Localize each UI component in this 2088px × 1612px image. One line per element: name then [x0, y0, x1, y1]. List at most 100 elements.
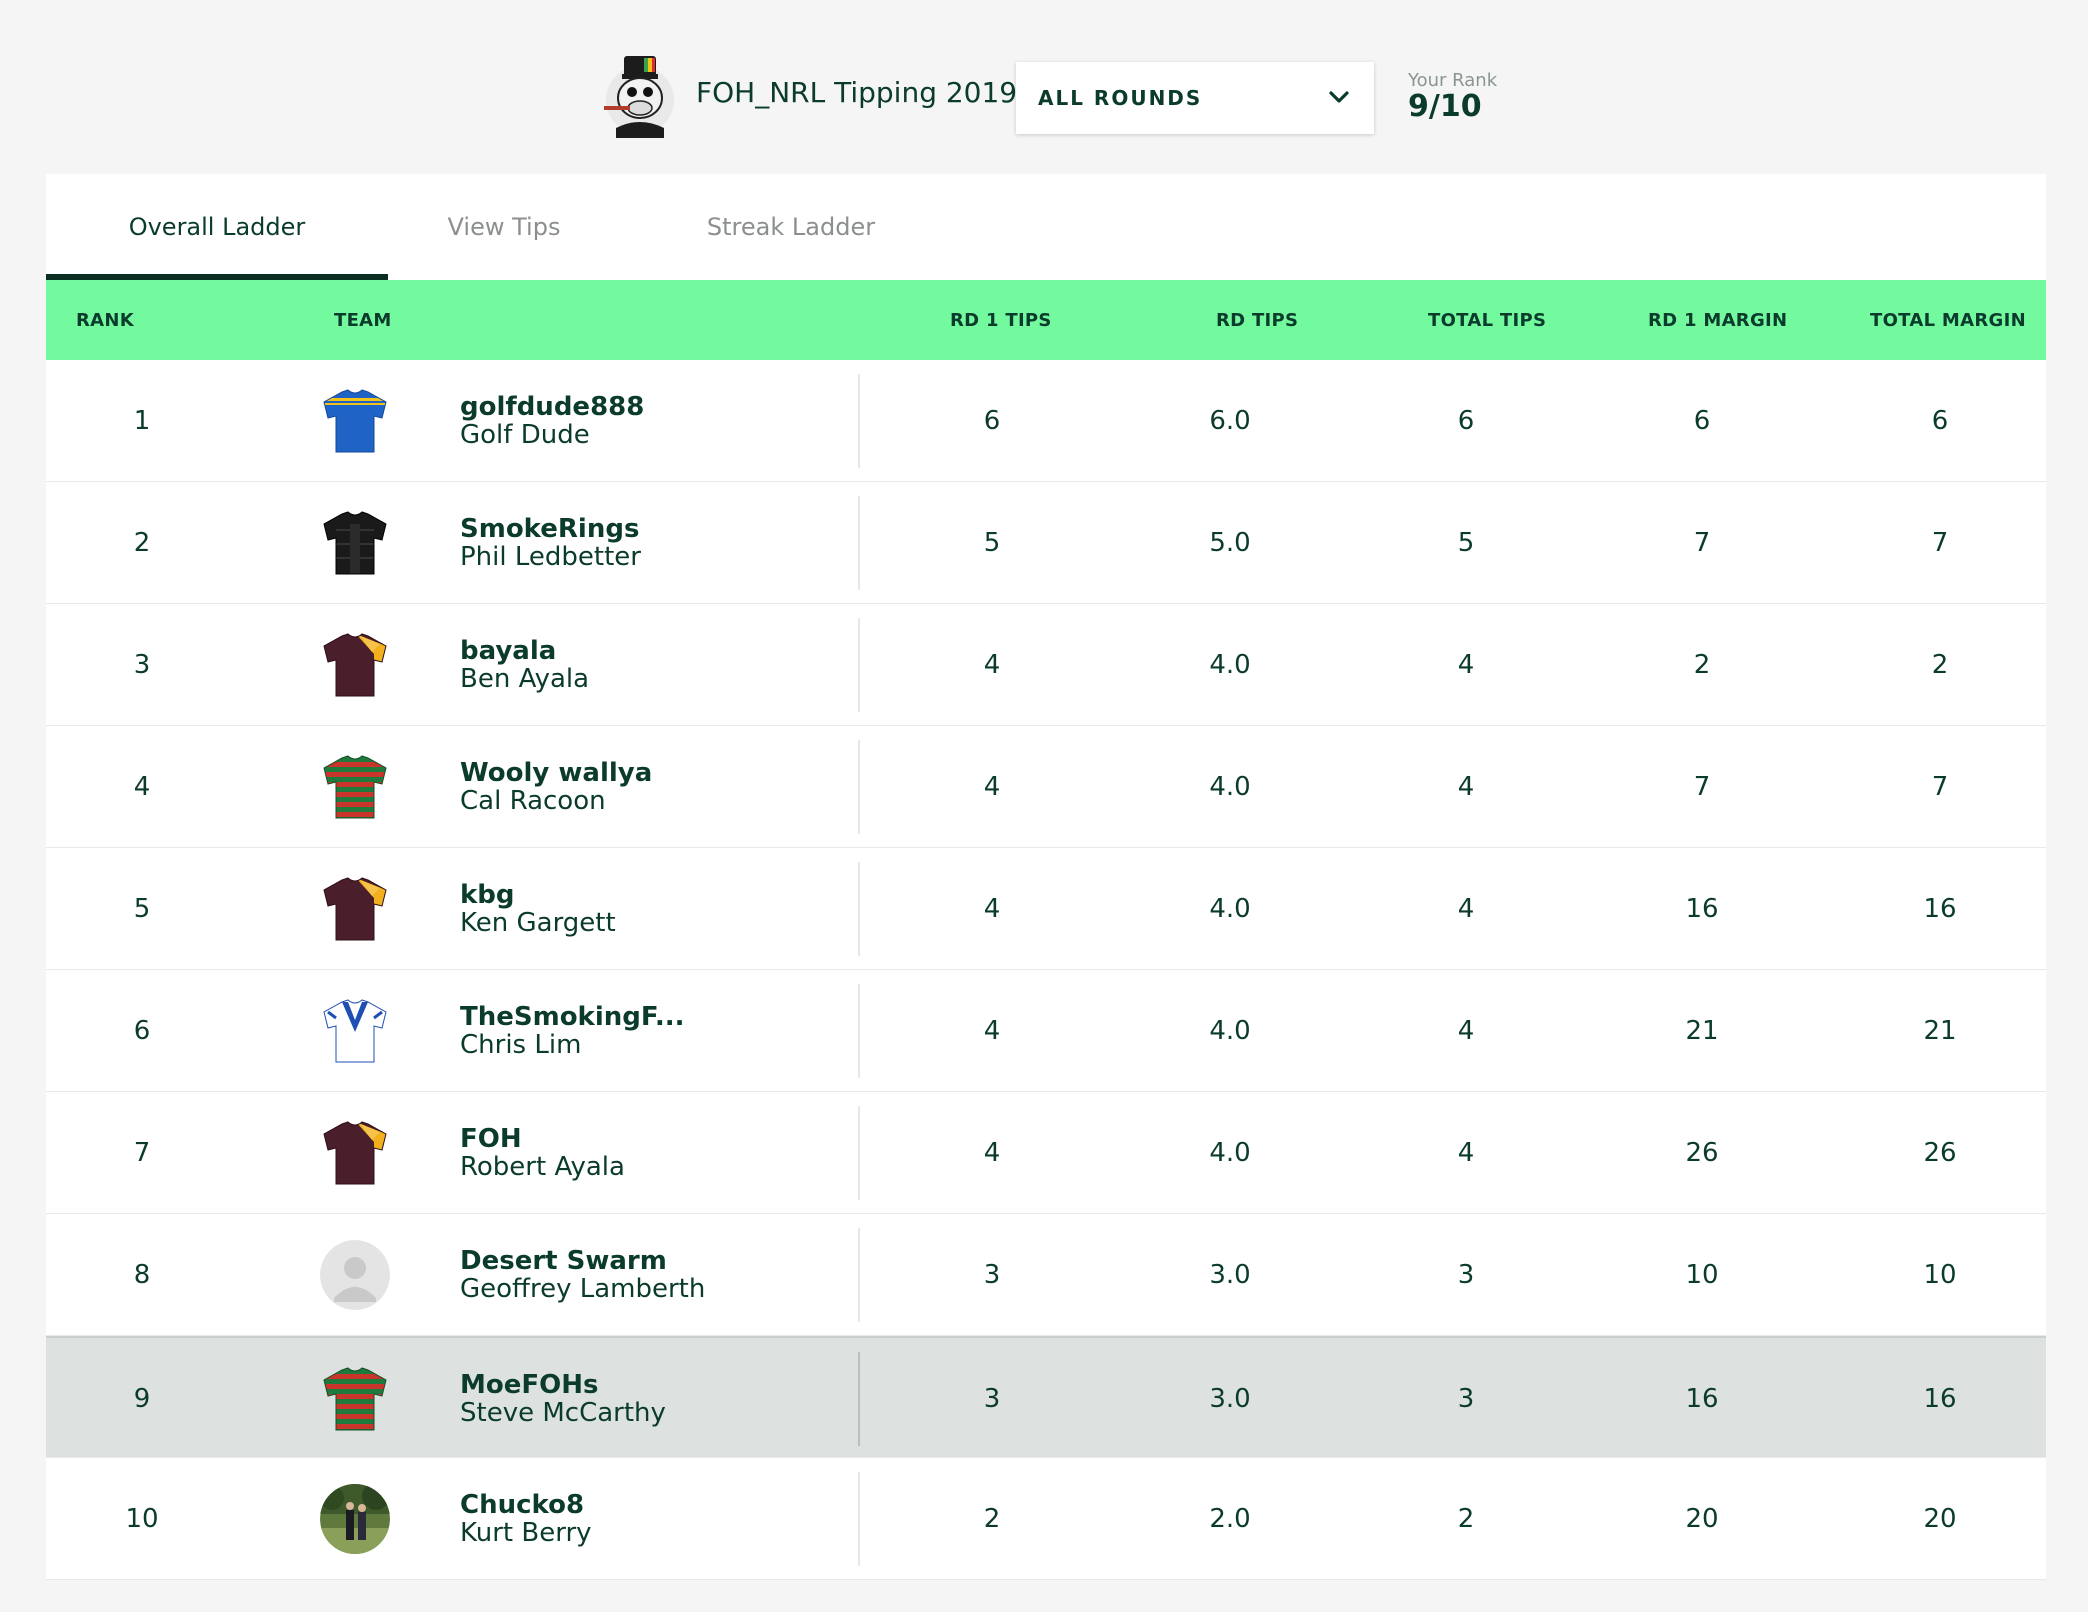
total-tips-cell: 5: [1457, 528, 1475, 558]
rd1-margin-cell: 21: [1685, 1016, 1719, 1046]
table-row[interactable]: 8 Desert Swarm Geoffrey Lamberth 3 3.0 3 10 10: [46, 1214, 2046, 1336]
tipster-username: SmokeRings: [460, 514, 640, 544]
rabbitohs-jersey-icon: [318, 726, 392, 848]
rank-cell: 4: [133, 772, 151, 802]
tipster-full-name: Kurt Berry: [460, 1518, 592, 1548]
competition-header: FOH_NRL Tipping 2019 ALL ROUNDS Your Ran…: [0, 0, 2088, 172]
tipster-cell[interactable]: Chucko8 Kurt Berry: [460, 1458, 890, 1580]
rabbitohs-jersey-icon: [318, 1338, 392, 1460]
tipster-cell[interactable]: kbg Ken Gargett: [460, 848, 890, 970]
tipster-username: bayala: [460, 636, 557, 666]
total-margin-cell: 20: [1923, 1504, 1957, 1534]
rd1-tips-cell: 4: [983, 1138, 1001, 1168]
total-margin-cell: 21: [1923, 1016, 1957, 1046]
tipster-cell[interactable]: MoeFOHs Steve McCarthy: [460, 1338, 890, 1460]
tipster-cell[interactable]: FOH Robert Ayala: [460, 1092, 890, 1214]
tipster-cell[interactable]: SmokeRings Phil Ledbetter: [460, 482, 890, 604]
rank-cell: 3: [133, 650, 151, 680]
bulldogs-jersey-icon: [318, 970, 392, 1092]
rd-tips-cell: 3.0: [1209, 1260, 1251, 1290]
rank-cell: 1: [133, 406, 151, 436]
column-divider: [858, 374, 860, 468]
rd1-tips-cell: 4: [983, 650, 1001, 680]
total-tips-cell: 3: [1457, 1260, 1475, 1290]
rd1-tips-cell: 4: [983, 894, 1001, 924]
table-row-current-user[interactable]: 9 MoeFOHs Steve McCarthy 3 3.0 3 16 16: [46, 1336, 2046, 1458]
rd1-margin-cell: 16: [1685, 894, 1719, 924]
rd1-margin-cell: 7: [1693, 528, 1711, 558]
broncos-jersey-icon: [318, 848, 392, 970]
broncos-jersey-icon: [318, 604, 392, 726]
column-header-total-tips[interactable]: TOTAL TIPS: [1428, 309, 1547, 331]
rd1-tips-cell: 3: [983, 1260, 1001, 1290]
tipster-username: MoeFOHs: [460, 1370, 599, 1400]
total-margin-cell: 10: [1923, 1260, 1957, 1290]
tipster-username: Desert Swarm: [460, 1246, 667, 1276]
total-tips-cell: 4: [1457, 1138, 1475, 1168]
tipster-cell[interactable]: TheSmokingF... Chris Lim: [460, 970, 890, 1092]
total-margin-cell: 7: [1931, 772, 1949, 802]
tipster-cell[interactable]: Desert Swarm Geoffrey Lamberth: [460, 1214, 890, 1336]
competition-logo-icon: [600, 52, 680, 138]
tab-overall-ladder[interactable]: Overall Ladder: [46, 174, 388, 280]
tipster-full-name: Cal Racoon: [460, 786, 606, 816]
tipster-full-name: Golf Dude: [460, 420, 590, 450]
rd-tips-cell: 4.0: [1209, 650, 1251, 680]
column-header-rd-tips[interactable]: RD TIPS: [1216, 309, 1299, 331]
tipster-username: FOH: [460, 1124, 522, 1154]
rd-tips-cell: 2.0: [1209, 1504, 1251, 1534]
tipster-full-name: Geoffrey Lamberth: [460, 1274, 706, 1304]
column-header-rank[interactable]: RANK: [76, 309, 135, 331]
table-row[interactable]: 5 kbg Ken Gargett 4 4.0 4 16 16: [46, 848, 2046, 970]
table-row[interactable]: 1 golfdude888 Golf Dude 6 6.0 6 6 6: [46, 360, 2046, 482]
rank-cell: 6: [133, 1016, 151, 1046]
column-header-team[interactable]: TEAM: [334, 309, 392, 331]
rank-cell: 2: [133, 528, 151, 558]
tipster-cell[interactable]: Wooly wallya Cal Racoon: [460, 726, 890, 848]
rd-tips-cell: 3.0: [1209, 1384, 1251, 1414]
tipster-username: kbg: [460, 880, 515, 910]
table-row[interactable]: 10 Chucko8 Kurt Berry 2 2.0 2 20 20: [46, 1458, 2046, 1580]
total-tips-cell: 4: [1457, 772, 1475, 802]
total-tips-cell: 2: [1457, 1504, 1475, 1534]
rd1-tips-cell: 3: [983, 1384, 1001, 1414]
table-row[interactable]: 4 Wooly wallya Cal Racoon 4 4.0 4 7 7: [46, 726, 2046, 848]
total-tips-cell: 4: [1457, 1016, 1475, 1046]
ladder-rows: 1 golfdude888 Golf Dude 6 6.0 6 6 6 2 SmokeRings P…: [46, 360, 2046, 1580]
tipster-cell[interactable]: golfdude888 Golf Dude: [460, 360, 890, 482]
rd-tips-cell: 4.0: [1209, 894, 1251, 924]
tab-streak-ladder[interactable]: Streak Ladder: [706, 213, 876, 241]
table-row[interactable]: 7 FOH Robert Ayala 4 4.0 4 26 26: [46, 1092, 2046, 1214]
table-row[interactable]: 6 TheSmokingF... Chris Lim 4 4.0 4 21 21: [46, 970, 2046, 1092]
column-header-rd1-tips[interactable]: RD 1 TIPS: [950, 309, 1052, 331]
total-tips-cell: 4: [1457, 894, 1475, 924]
round-select-dropdown[interactable]: ALL ROUNDS: [1016, 62, 1374, 134]
round-select-value: ALL ROUNDS: [1038, 86, 1203, 110]
column-divider: [858, 1228, 860, 1322]
your-rank-value: 9/10: [1408, 89, 1482, 124]
broncos-jersey-icon: [318, 1092, 392, 1214]
total-tips-cell: 3: [1457, 1384, 1475, 1414]
photo-avatar-icon: [318, 1458, 392, 1580]
total-tips-cell: 6: [1457, 406, 1475, 436]
column-divider: [858, 1352, 860, 1446]
rd1-margin-cell: 16: [1685, 1384, 1719, 1414]
rd-tips-cell: 5.0: [1209, 528, 1251, 558]
column-header-total-margin[interactable]: TOTAL MARGIN: [1870, 309, 2026, 331]
table-row[interactable]: 2 SmokeRings Phil Ledbetter 5 5.0 5 7 7: [46, 482, 2046, 604]
rd1-tips-cell: 2: [983, 1504, 1001, 1534]
tab-view-tips[interactable]: View Tips: [447, 213, 561, 241]
rd-tips-cell: 4.0: [1209, 1016, 1251, 1046]
rank-cell: 10: [125, 1504, 159, 1534]
eels-jersey-icon: [318, 360, 392, 482]
your-rank-label: Your Rank: [1408, 70, 1498, 91]
column-divider: [858, 1106, 860, 1200]
tipster-username: Wooly wallya: [460, 758, 653, 788]
table-row[interactable]: 3 bayala Ben Ayala 4 4.0 4 2 2: [46, 604, 2046, 726]
tipster-cell[interactable]: bayala Ben Ayala: [460, 604, 890, 726]
column-header-rd1-margin[interactable]: RD 1 MARGIN: [1648, 309, 1788, 331]
rd1-tips-cell: 4: [983, 772, 1001, 802]
rd1-tips-cell: 5: [983, 528, 1001, 558]
rd-tips-cell: 6.0: [1209, 406, 1251, 436]
